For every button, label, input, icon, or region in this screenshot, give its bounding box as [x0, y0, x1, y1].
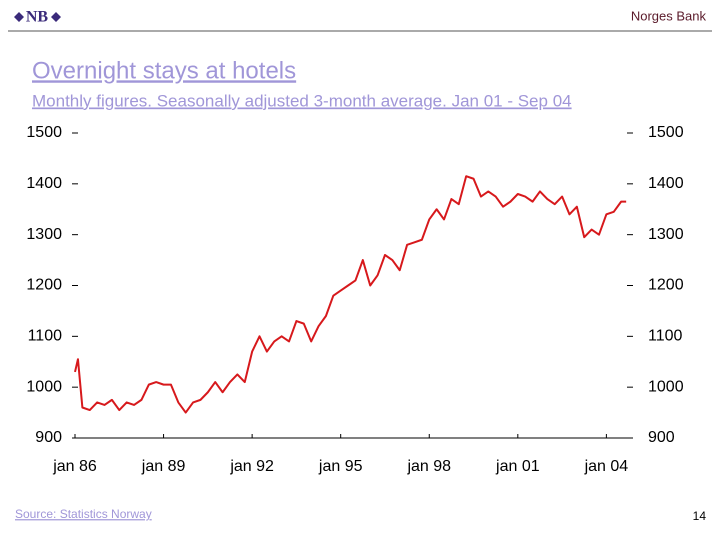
y2-tick-label: 900: [648, 429, 675, 446]
x-tick-label: jan 86: [52, 458, 97, 475]
chart-title: Overnight stays at hotels: [32, 57, 296, 84]
y-tick-label: 1200: [26, 277, 62, 294]
x-tick-label: jan 01: [495, 458, 540, 475]
logo: NB: [14, 9, 61, 26]
y-tick-label: 900: [35, 429, 62, 446]
y2-tick-label: 1200: [648, 277, 684, 294]
y-tick-label: 1400: [26, 175, 62, 192]
logo-text: NB: [26, 9, 49, 26]
page-number: 14: [693, 509, 707, 523]
x-tick-label: jan 92: [229, 458, 274, 475]
y2-tick-label: 1100: [648, 328, 683, 345]
y2-tick-label: 1300: [648, 226, 684, 243]
y-tick-label: 1100: [28, 328, 63, 345]
chart-subtitle: Monthly figures. Seasonally adjusted 3-m…: [32, 91, 572, 110]
y2-tick-label: 1400: [648, 175, 684, 192]
y-tick-label: 1500: [26, 124, 62, 141]
y-tick-label: 1000: [26, 378, 62, 395]
y-tick-label: 1300: [26, 226, 62, 243]
source: Source: Statistics Norway: [15, 507, 152, 521]
x-tick-label: jan 04: [584, 458, 629, 475]
x-tick-label: jan 98: [406, 458, 451, 475]
y2-tick-label: 1500: [648, 124, 684, 141]
x-tick-label: jan 89: [141, 458, 186, 475]
x-tick-label: jan 95: [318, 458, 363, 475]
bank-name: Norges Bank: [631, 8, 707, 23]
y2-tick-label: 1000: [648, 378, 684, 395]
data-line: [74, 175, 627, 414]
logo-ornament: [14, 12, 61, 22]
